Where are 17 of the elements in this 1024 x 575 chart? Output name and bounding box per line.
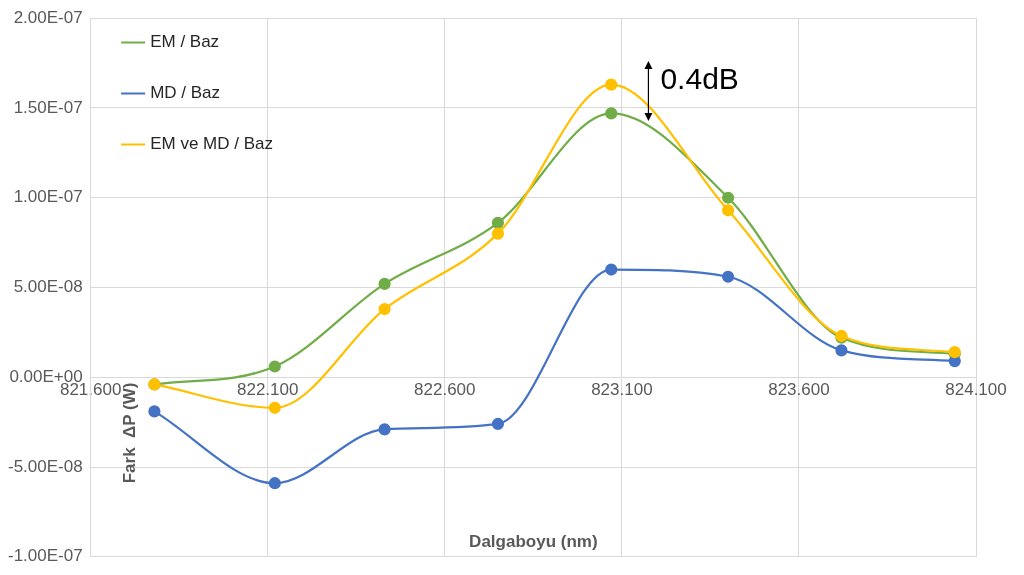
legend-label: EM ve MD / Baz (150, 134, 273, 154)
legend-label: MD / Baz (150, 83, 221, 103)
x-tick-label: 824.100 (945, 380, 1007, 400)
y-tick-label: 1.50E-07 (13, 97, 83, 117)
x-axis-title: Dalgaboyu (nm) (469, 531, 598, 551)
annotation: 0.4dB (660, 62, 739, 96)
x-tick-label: 823.600 (768, 380, 830, 400)
y-tick-label: 5.00E-08 (13, 277, 83, 297)
x-tick-label: 822.600 (414, 380, 476, 400)
x-tick-label: 822.100 (237, 380, 299, 400)
y-tick-label: 1.00E-07 (13, 187, 83, 207)
y-tick-label: 2.00E-07 (13, 7, 83, 27)
y-axis-title: Fark ΔP (W) (120, 382, 140, 484)
legend-label: EM / Baz (150, 32, 220, 52)
y-tick-label: -5.00E-08 (7, 456, 83, 476)
x-tick-label: 823.100 (591, 380, 653, 400)
y-tick-label: -1.00E-07 (7, 546, 83, 566)
